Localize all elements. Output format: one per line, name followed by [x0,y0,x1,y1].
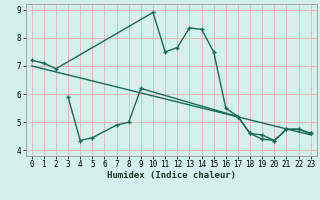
X-axis label: Humidex (Indice chaleur): Humidex (Indice chaleur) [107,171,236,180]
